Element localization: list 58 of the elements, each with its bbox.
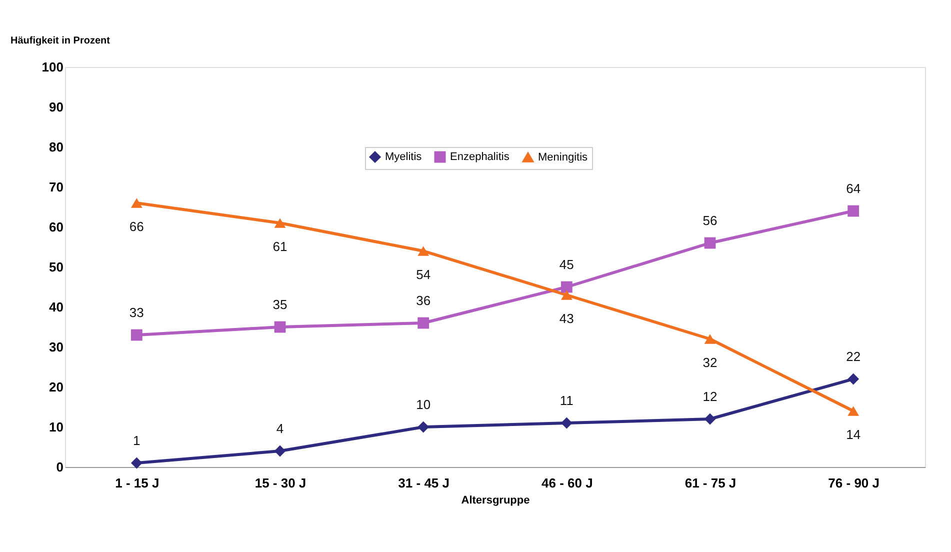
- data-label: 12: [702, 389, 718, 404]
- legend-label: Myelitis: [385, 151, 422, 163]
- data-label: 64: [846, 181, 861, 196]
- data-label: 66: [129, 219, 144, 234]
- y-tick-label: 90: [49, 100, 64, 114]
- y-tick-label: 60: [49, 220, 64, 234]
- y-tick-label: 10: [49, 420, 64, 434]
- x-axis-title: Altersgruppe: [461, 494, 530, 506]
- data-label: 56: [702, 213, 718, 228]
- point: [418, 317, 430, 329]
- point: [130, 329, 142, 341]
- point: [418, 246, 430, 256]
- data-label: 32: [702, 355, 718, 370]
- data-label: 35: [272, 297, 288, 312]
- data-label: 43: [559, 311, 574, 326]
- y-tick-label: 50: [49, 260, 64, 274]
- point: [704, 334, 716, 344]
- data-label: 54: [416, 267, 431, 282]
- data-label: 14: [846, 427, 861, 442]
- point: [704, 237, 716, 249]
- point: [704, 413, 716, 425]
- y-tick-label: 40: [49, 300, 64, 314]
- x-tick-label: 31 - 45 J: [398, 476, 450, 490]
- point: [418, 421, 430, 433]
- data-label: 22: [846, 349, 861, 364]
- y-tick-label: 80: [49, 140, 64, 154]
- x-tick-label: 61 - 75 J: [684, 476, 736, 490]
- y-tick-label: 70: [49, 180, 64, 194]
- legend-label: Meningitis: [538, 151, 588, 164]
- data-label: 1: [133, 433, 140, 448]
- point: [560, 417, 572, 429]
- data-label: 10: [416, 397, 431, 412]
- data-label: 36: [416, 293, 431, 308]
- data-label: 11: [560, 393, 574, 408]
- x-tick-label: 76 - 90 J: [828, 476, 880, 490]
- point: [274, 218, 286, 228]
- point: [848, 373, 860, 385]
- point: [274, 321, 286, 333]
- y-tick-label: 30: [49, 340, 64, 354]
- legend-label: Enzephalitis: [450, 151, 510, 163]
- y-axis-title: Häufigkeit in Prozent: [10, 36, 111, 46]
- point: [130, 198, 142, 208]
- point: [560, 281, 572, 293]
- data-label: 33: [129, 305, 144, 320]
- y-tick-label: 100: [42, 60, 64, 74]
- y-tick-label: 20: [49, 380, 64, 394]
- point: [274, 445, 286, 457]
- y-tick-label: 0: [56, 460, 64, 474]
- data-label: 61: [272, 239, 288, 254]
- point: [130, 457, 142, 469]
- point: [848, 406, 860, 416]
- point: [560, 290, 572, 300]
- data-label: 45: [559, 257, 574, 272]
- x-tick-label: 46 - 60 J: [542, 476, 593, 490]
- data-label: 4: [276, 421, 284, 436]
- point: [848, 205, 860, 217]
- x-tick-label: 1 - 15 J: [115, 476, 160, 490]
- x-tick-label: 15 - 30 J: [254, 476, 306, 490]
